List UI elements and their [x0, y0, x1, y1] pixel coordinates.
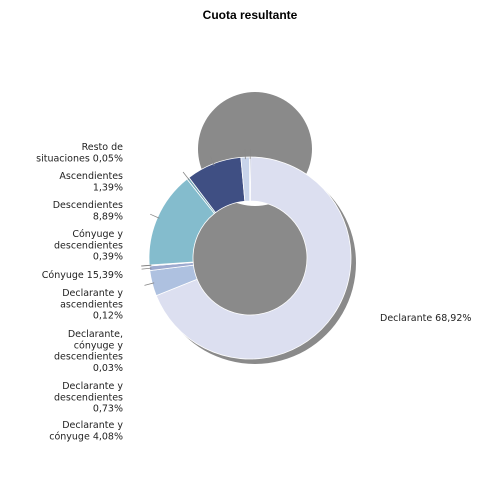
- chart-title: Cuota resultante: [202, 8, 298, 22]
- leader-line: [150, 213, 160, 219]
- leader-line: [182, 171, 190, 181]
- label-declarante-y-ascendientes: 0,12%: [93, 311, 123, 322]
- label-declarante-y-conyuge: Declarante y: [62, 420, 123, 431]
- label-conyuge-y-descendientes: Cónyuge y: [72, 229, 123, 240]
- label-declarante-y-descendientes: Declarante y: [62, 381, 123, 392]
- label-declarante-y-descendientes: 0,73%: [93, 404, 123, 415]
- label-declarante-y-ascendientes: Declarante y: [62, 288, 123, 299]
- label-resto-de-situaciones: situaciones 0,05%: [36, 153, 123, 164]
- leader-line: [144, 282, 155, 286]
- label-declarante-y-conyuge: cónyuge 4,08%: [49, 431, 123, 442]
- label-declarante: Declarante 68,92%: [380, 313, 471, 324]
- label-descendientes: 8,89%: [93, 211, 123, 222]
- leader-line: [210, 156, 215, 166]
- label-declarante-conyuge-y-descendientes: 0,03%: [93, 363, 123, 374]
- label-conyuge-y-descendientes: descendientes: [54, 240, 123, 251]
- label-descendientes: Descendientes: [53, 200, 123, 211]
- slice-resto-de-situaciones[interactable]: [249, 156, 252, 202]
- leader-line: [141, 267, 152, 270]
- slice-group: [148, 156, 352, 360]
- label-conyuge-y-descendientes: 0,39%: [93, 252, 123, 263]
- leader-line: [141, 264, 152, 267]
- label-declarante-conyuge-y-descendientes: Declarante,: [68, 329, 123, 340]
- label-declarante-conyuge-y-descendientes: descendientes: [54, 352, 123, 363]
- slice-declarante[interactable]: [155, 156, 352, 360]
- label-resto-de-situaciones: Resto de: [82, 142, 124, 153]
- label-ascendientes: Ascendientes: [59, 171, 123, 182]
- leader-lines: [141, 148, 251, 286]
- label-ascendientes: 1,39%: [93, 182, 123, 193]
- label-declarante-y-ascendientes: ascendientes: [60, 299, 123, 310]
- label-conyuge: Cónyuge 15,39%: [42, 270, 123, 281]
- label-declarante-conyuge-y-descendientes: cónyuge y: [74, 340, 124, 351]
- label-declarante-y-descendientes: descendientes: [54, 392, 123, 403]
